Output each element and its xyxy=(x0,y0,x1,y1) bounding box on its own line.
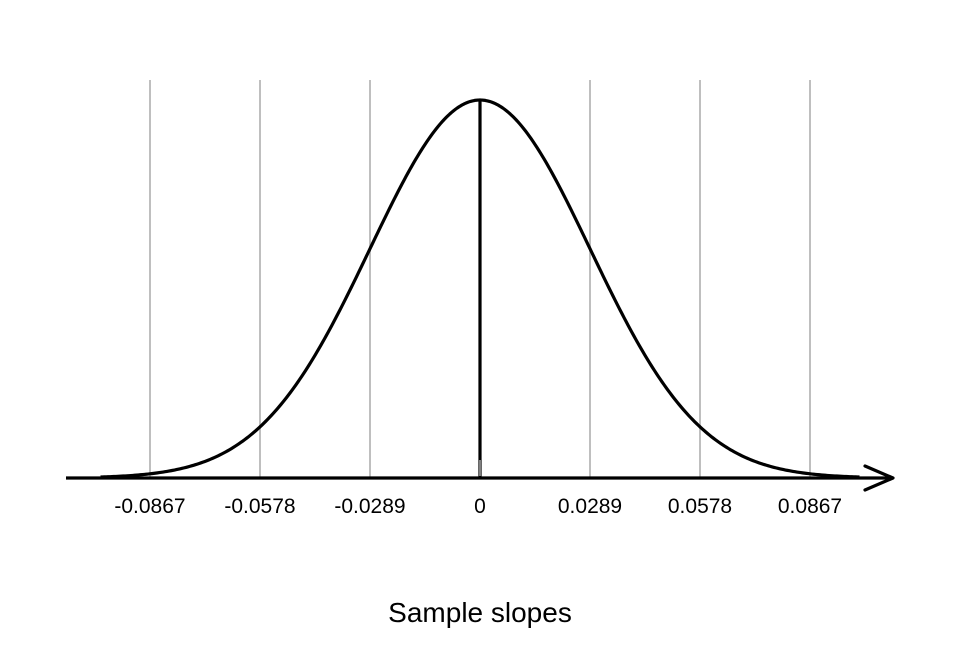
tick-label-5: 0.0578 xyxy=(668,495,732,518)
tick-label-2: -0.0289 xyxy=(334,495,405,518)
x-axis-arrow-icon xyxy=(863,464,895,492)
tick-label-0: -0.0867 xyxy=(114,495,185,518)
tick-label-4: 0.0289 xyxy=(558,495,622,518)
tick-label-1: -0.0578 xyxy=(224,495,295,518)
x-axis xyxy=(66,464,895,492)
tick-labels: -0.0867 -0.0578 -0.0289 0 0.0289 0.0578 0.0867 xyxy=(114,495,842,518)
tick-label-3: 0 xyxy=(474,495,486,518)
tick-label-6: 0.0867 xyxy=(778,495,842,518)
gridlines xyxy=(149,80,811,478)
curve-layer xyxy=(100,98,860,479)
x-axis-title: Sample slopes xyxy=(388,597,572,628)
